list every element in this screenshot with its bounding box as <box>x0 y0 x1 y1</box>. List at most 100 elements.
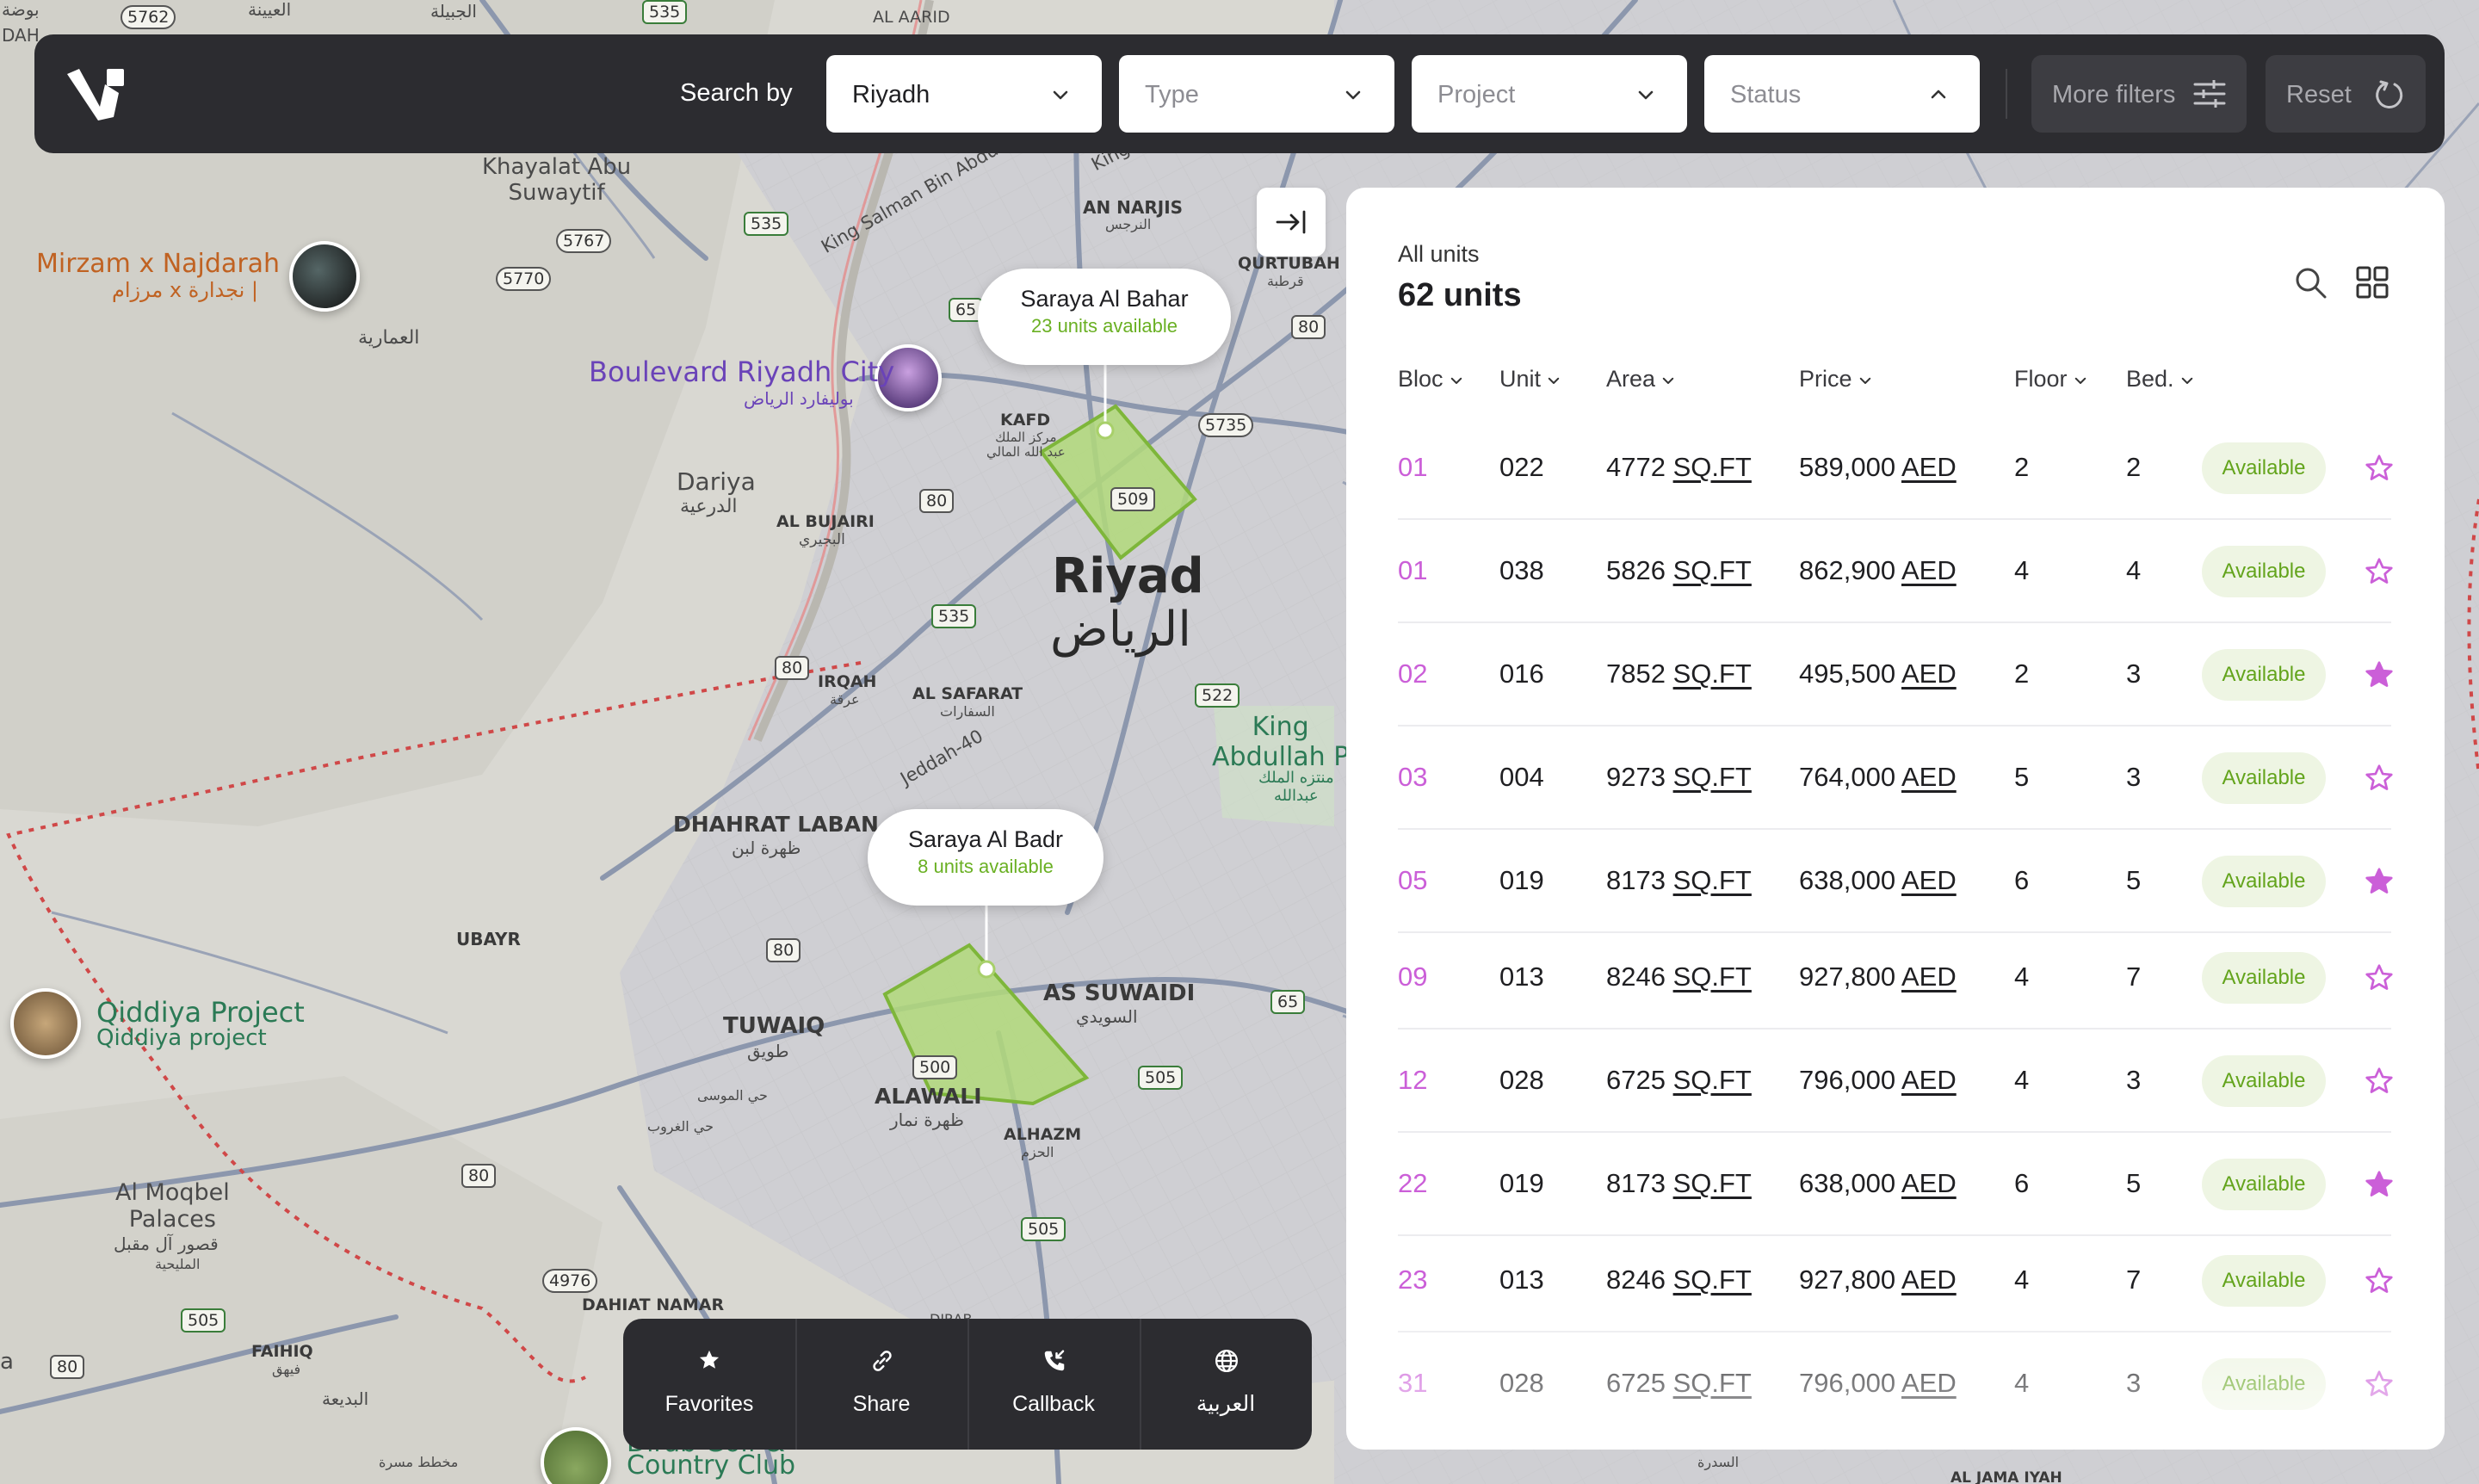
favorite-star-icon[interactable] <box>2364 866 2395 897</box>
more-filters-button[interactable]: More filters <box>2031 55 2247 133</box>
callback-button[interactable]: Callback <box>967 1319 1140 1450</box>
unit-row[interactable]: 05 019 8173 SQ.FT 638,000 AED 6 5 Available <box>1398 830 2393 933</box>
globe-icon <box>1215 1350 1238 1372</box>
currency: AED <box>1901 555 1957 585</box>
sort-header-col-unit[interactable]: Unit <box>1499 362 1561 396</box>
status-badge: Available <box>2202 752 2326 804</box>
brand-logo[interactable] <box>67 67 127 121</box>
poi-label-country-club[interactable]: Country Club <box>627 1450 796 1481</box>
unit-number: 013 <box>1499 959 1544 995</box>
favorite-star-icon[interactable] <box>2364 556 2395 587</box>
unit-price: 927,800 AED <box>1799 1262 1957 1298</box>
unit-bloc[interactable]: 01 <box>1398 449 1427 485</box>
map-label: بوضة <box>2 0 40 20</box>
poi-photo-boulevard[interactable] <box>875 344 942 411</box>
unit-row[interactable]: 22 019 8173 SQ.FT 638,000 AED 6 5 Available <box>1398 1133 2393 1236</box>
unit-bloc[interactable]: 23 <box>1398 1262 1427 1298</box>
map-label: طويق <box>747 1041 789 1061</box>
favorite-star-icon[interactable] <box>2364 1169 2395 1200</box>
search-icon[interactable] <box>2293 265 2328 300</box>
unit-bloc[interactable]: 09 <box>1398 959 1427 995</box>
sort-header-col-bloc[interactable]: Bloc <box>1398 362 1464 396</box>
unit-price: 862,900 AED <box>1799 553 1957 589</box>
unit-bed: 7 <box>2126 959 2141 995</box>
unit-bloc[interactable]: 03 <box>1398 759 1427 795</box>
sort-header-col-price[interactable]: Price <box>1799 362 1873 396</box>
favorite-star-icon[interactable] <box>2364 962 2395 993</box>
unit-row[interactable]: 02 016 7852 SQ.FT 495,500 AED 2 3 Available <box>1398 623 2393 727</box>
favorite-star-icon[interactable] <box>2364 659 2395 690</box>
unit-row[interactable]: 01 038 5826 SQ.FT 862,900 AED 4 4 Available <box>1398 520 2393 623</box>
poi-label-boulevard[interactable]: Boulevard Riyadh City <box>589 356 895 388</box>
share-button[interactable]: Share <box>795 1319 967 1450</box>
map-label-dariya: Dariya <box>677 467 756 496</box>
poi-label-qiddiya[interactable]: Qiddiya Project <box>96 996 305 1029</box>
unit-number: 028 <box>1499 1062 1544 1098</box>
unit-number: 019 <box>1499 1166 1544 1202</box>
favorite-star-icon[interactable] <box>2364 1265 2395 1296</box>
city-dropdown[interactable]: Riyadh <box>826 55 1102 133</box>
unit-number: 022 <box>1499 449 1544 485</box>
language-button[interactable]: العربية <box>1140 1319 1312 1450</box>
favorite-star-icon[interactable] <box>2364 763 2395 794</box>
map-label: فيهق <box>272 1361 301 1377</box>
collapse-panel-button[interactable] <box>1257 188 1326 257</box>
poi-label-mirzam-ar[interactable]: مرزام x نجدارة | <box>112 278 259 302</box>
unit-row[interactable]: 01 022 4772 SQ.FT 589,000 AED 2 2 Available <box>1398 417 2393 520</box>
poi-label-qiddiya-sub[interactable]: Qiddiya project <box>96 1025 267 1051</box>
price-value: 495,500 <box>1799 659 1896 689</box>
unit-row[interactable]: 03 004 9273 SQ.FT 764,000 AED 5 3 Available <box>1398 727 2393 830</box>
road-shield: 505 <box>181 1308 226 1333</box>
currency: AED <box>1901 762 1957 792</box>
sort-header-col-area[interactable]: Area <box>1606 362 1676 396</box>
reset-icon <box>2376 80 2403 108</box>
favorite-star-icon[interactable] <box>2364 1369 2395 1400</box>
project-dropdown[interactable]: Project <box>1412 55 1687 133</box>
unit-bloc[interactable]: 01 <box>1398 553 1427 589</box>
road-shield: 509 <box>1110 487 1156 511</box>
unit-bloc[interactable]: 05 <box>1398 863 1427 899</box>
favorites-button[interactable]: Favorites <box>623 1319 795 1450</box>
unit-price: 927,800 AED <box>1799 959 1957 995</box>
type-dropdown-placeholder: Type <box>1145 81 1199 108</box>
status-badge: Available <box>2202 649 2326 701</box>
project-tooltip-saraya-al-badr[interactable]: Saraya Al Badr 8 units available <box>868 809 1103 906</box>
phone-callback-icon <box>1044 1350 1065 1371</box>
unit-bloc[interactable]: 12 <box>1398 1062 1427 1098</box>
sort-header-col-floor[interactable]: Floor <box>2014 362 2088 396</box>
unit-floor: 4 <box>2014 1262 2029 1298</box>
chevron-down-icon <box>1345 90 1361 100</box>
grid-view-icon[interactable] <box>2355 265 2389 300</box>
favorite-star-icon[interactable] <box>2364 453 2395 484</box>
unit-row[interactable]: 12 028 6725 SQ.FT 796,000 AED 4 3 Available <box>1398 1030 2393 1133</box>
unit-row[interactable]: 23 013 8246 SQ.FT 927,800 AED 4 7 Available <box>1398 1229 2393 1333</box>
status-dropdown[interactable]: Status <box>1704 55 1980 133</box>
project-tooltip-saraya-al-bahar[interactable]: Saraya Al Bahar 23 units available <box>978 269 1231 365</box>
unit-bloc[interactable]: 22 <box>1398 1166 1427 1202</box>
road-shield: 80 <box>775 656 810 680</box>
unit-area: 6725 SQ.FT <box>1606 1365 1752 1401</box>
map-label: AL AARID <box>873 8 950 27</box>
bloc-value: 03 <box>1398 762 1428 792</box>
road-shield: 80 <box>461 1164 497 1188</box>
unit-floor: 2 <box>2014 449 2029 485</box>
road-shield: 80 <box>50 1355 85 1379</box>
poi-label-mirzam[interactable]: Mirzam x Najdarah <box>36 249 281 279</box>
bed-value: 3 <box>2126 1065 2142 1095</box>
unit-value: 016 <box>1499 659 1544 689</box>
unit-row[interactable]: 31 028 6725 SQ.FT 796,000 AED 4 3 Available <box>1398 1333 2393 1436</box>
sort-header-col-bed[interactable]: Bed. <box>2126 362 2195 396</box>
road-shield: 500 <box>912 1055 958 1079</box>
type-dropdown[interactable]: Type <box>1119 55 1394 133</box>
poi-photo-mirzam[interactable] <box>289 241 360 312</box>
price-value: 796,000 <box>1799 1065 1896 1095</box>
unit-bloc[interactable]: 31 <box>1398 1365 1427 1401</box>
poi-label-boulevard-ar[interactable]: بوليفارد الرياض <box>744 388 854 409</box>
poi-photo-country-club[interactable] <box>541 1427 611 1484</box>
favorite-star-icon[interactable] <box>2364 1066 2395 1097</box>
reset-button[interactable]: Reset <box>2266 55 2426 133</box>
unit-bloc[interactable]: 02 <box>1398 656 1427 692</box>
unit-row[interactable]: 09 013 8246 SQ.FT 927,800 AED 4 7 Available <box>1398 926 2393 1030</box>
poi-photo-qiddiya[interactable] <box>10 988 81 1059</box>
bloc-value: 01 <box>1398 555 1428 585</box>
